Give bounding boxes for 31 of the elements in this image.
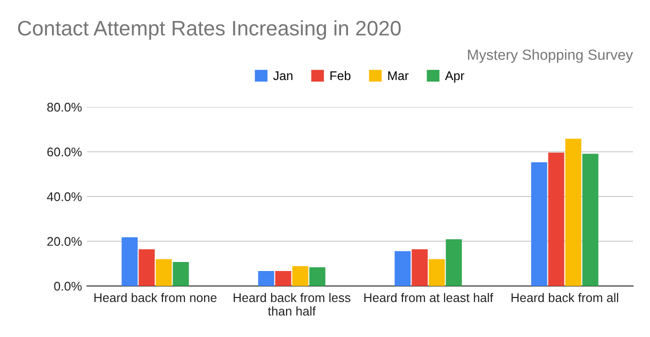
x-tick-label: Heard back from less than half (234, 292, 350, 316)
bar (122, 237, 138, 286)
legend-label: Mar (388, 71, 409, 80)
chart-subtitle: Mystery Shopping Survey (468, 49, 633, 63)
bar (258, 271, 274, 286)
bar (172, 262, 189, 286)
bar (565, 138, 582, 286)
x-tick-label: Heard back from all (512, 292, 618, 302)
bar (394, 251, 411, 286)
bar (156, 259, 172, 286)
bar (428, 259, 445, 286)
legend-label: Feb (330, 70, 350, 80)
bar (275, 271, 292, 286)
bar (446, 239, 462, 286)
bar (582, 154, 598, 286)
legend-label: Apr (445, 71, 464, 83)
bar (412, 249, 428, 286)
y-tick-label: 60.0% (47, 148, 82, 156)
bar (531, 162, 548, 286)
y-tick-label: 20.0% (47, 237, 82, 246)
x-tick-label: Heard back from none (94, 292, 217, 302)
y-tick-label: 40.0% (46, 192, 82, 202)
chart-title: Contact Attempt Rates Increasing in 2020 (18, 20, 401, 40)
bar (292, 266, 308, 286)
bar (309, 267, 326, 286)
x-tick-label: Heard from at least half (364, 292, 494, 302)
bar (548, 152, 564, 286)
bar (138, 249, 155, 286)
y-tick-label: 80.0% (47, 102, 82, 112)
legend-label: Jan (273, 71, 292, 80)
y-tick-label: 0.0% (54, 282, 82, 291)
